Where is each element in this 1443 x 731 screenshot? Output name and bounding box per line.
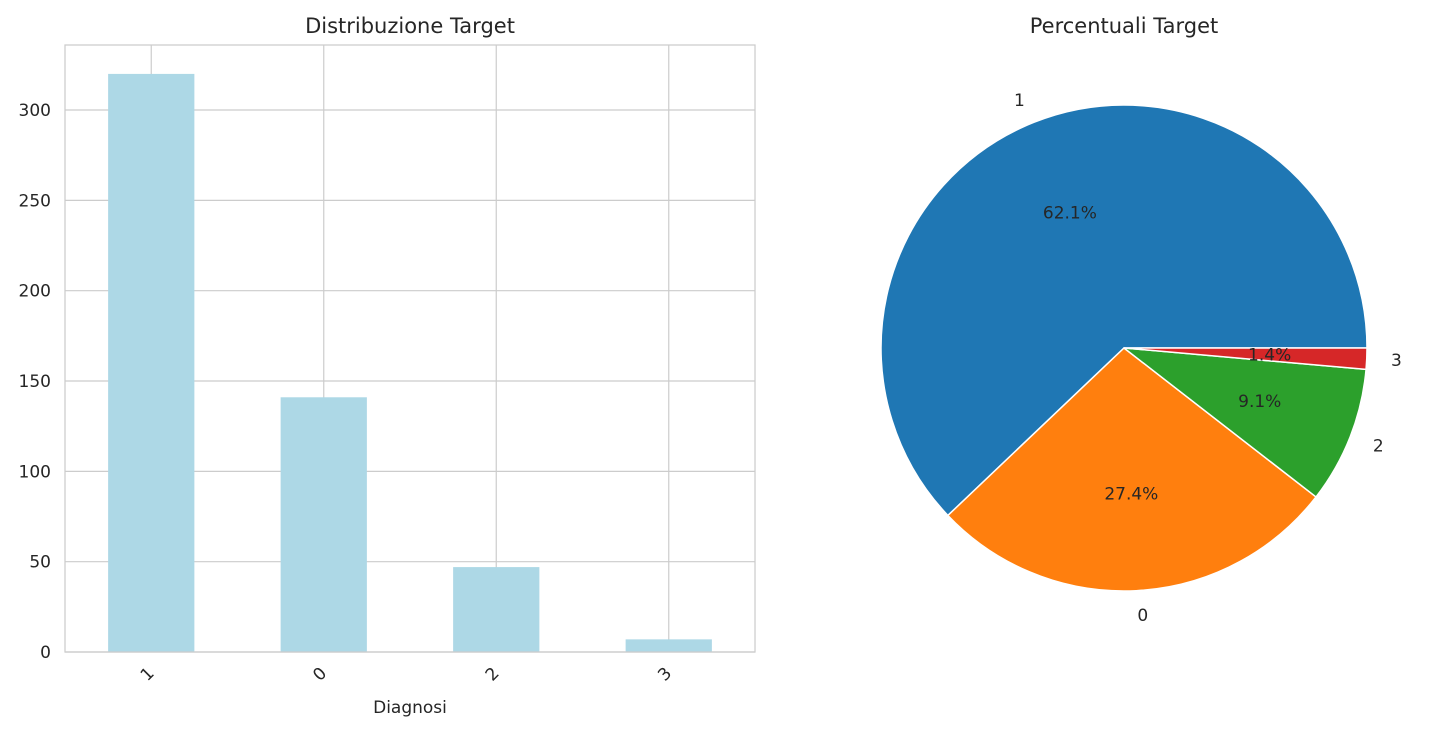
bar-3 <box>625 639 712 652</box>
pie-labels: 1 62.1% 0 27.4% 2 9.1% 3 1.4% <box>1014 91 1402 626</box>
bar-x-tick-label: 1 <box>137 664 159 686</box>
pie-percent-label: 27.4% <box>1104 485 1158 505</box>
pie-slice-3 <box>1123 347 1368 371</box>
pie-chart-title: Percentuali Target <box>1030 14 1219 38</box>
bar-x-axis: 1 0 2 3 <box>137 664 676 686</box>
bar-y-tick-label: 100 <box>19 462 51 482</box>
pie-percent-label: 1.4% <box>1248 345 1291 365</box>
pie-category-label: 0 <box>1137 606 1148 626</box>
bar-x-tick-label: 0 <box>309 664 331 686</box>
bar-y-tick-label: 0 <box>40 643 51 663</box>
bar-2 <box>453 567 540 652</box>
bar-x-tick-label: 3 <box>654 664 676 686</box>
bar-x-axis-label: Diagnosi <box>373 698 447 718</box>
bar-1 <box>108 73 195 652</box>
bar-y-axis: 0 50 100 150 200 250 300 <box>19 101 51 663</box>
pie-slice-2 <box>1123 347 1367 498</box>
bar-x-tick-label: 2 <box>482 664 504 686</box>
bar-y-tick-label: 200 <box>19 282 51 302</box>
bar-plot-frame <box>64 44 756 653</box>
pie-slices <box>880 104 1368 592</box>
pie-category-label: 1 <box>1014 91 1025 111</box>
bar-y-tick-label: 150 <box>19 372 51 392</box>
pie-category-label: 2 <box>1373 437 1384 457</box>
pie-percent-label: 9.1% <box>1238 392 1281 412</box>
bar-y-tick-label: 250 <box>19 191 51 211</box>
pie-slice-1 <box>880 104 1368 517</box>
pie-chart-panel: Percentuali Target 1 62.1% 0 27.4% 2 9.1% 3 1.4… <box>880 14 1402 626</box>
bar-chart-title: Distribuzione Target <box>305 14 515 38</box>
pie-slice-0 <box>947 347 1317 592</box>
bar-0 <box>280 397 367 652</box>
bar-y-tick-label: 300 <box>19 101 51 121</box>
bar-y-tick-label: 50 <box>29 553 51 573</box>
pie-category-label: 3 <box>1391 351 1402 371</box>
bar-series <box>108 73 712 652</box>
pie-percent-label: 62.1% <box>1043 204 1097 224</box>
bar-chart-panel: Distribuzione Target 050100150200250300 … <box>19 14 756 718</box>
